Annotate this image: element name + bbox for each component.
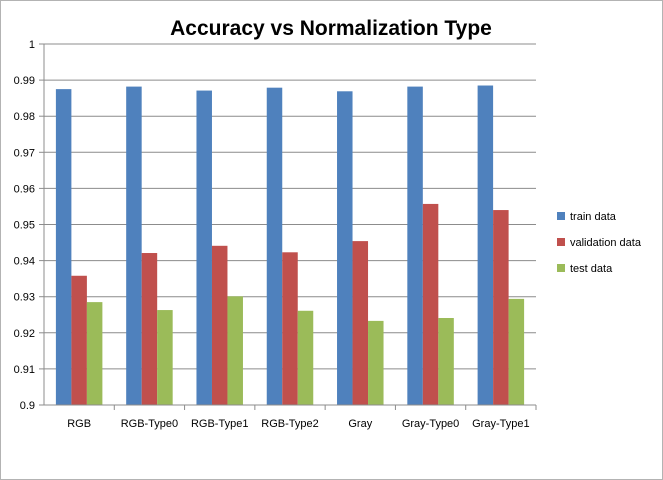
- bar-test-data: [297, 310, 314, 405]
- legend-swatch: [557, 212, 565, 220]
- bar-validation-data: [422, 203, 439, 405]
- bar-train-data: [337, 91, 353, 405]
- bar-test-data: [368, 320, 384, 405]
- bar-train-data: [196, 90, 212, 405]
- y-tick-label: 0.94: [14, 256, 35, 268]
- legend: train data validation data test data: [557, 211, 642, 275]
- x-tick-label: RGB-Type1: [191, 418, 248, 430]
- bar-train-data: [266, 87, 283, 405]
- axes: [43, 44, 537, 410]
- x-tick-label: RGB-Type2: [261, 418, 318, 430]
- bar-train-data: [55, 89, 72, 405]
- y-axis-tick-labels: 0.9 0.91 0.92 0.93 0.94 0.95 0.96 0.97 0.98 0.99 1: [14, 39, 35, 412]
- y-tick-label: 0.99: [14, 75, 35, 87]
- legend-entry: validation data: [570, 237, 642, 249]
- x-tick-label: RGB: [67, 418, 91, 430]
- bar-test-data: [227, 296, 243, 405]
- y-tick-label: 0.93: [14, 292, 35, 304]
- y-tick-label: 0.97: [14, 147, 35, 159]
- legend-swatch: [557, 264, 565, 272]
- bar-validation-data: [71, 275, 87, 405]
- bar-test-data: [438, 317, 454, 405]
- x-tick-label: Gray-Type0: [402, 418, 459, 430]
- y-tick-label: 0.98: [14, 111, 35, 123]
- bar-validation-data: [493, 210, 509, 405]
- bar-train-data: [126, 86, 142, 406]
- legend-swatch: [557, 238, 565, 246]
- y-tick-label: 0.9: [20, 400, 35, 412]
- y-tick-label: 1: [29, 39, 35, 51]
- bar-train-data: [407, 86, 423, 406]
- bar-validation-data: [282, 252, 298, 405]
- legend-entry: train data: [570, 211, 617, 223]
- bars: [55, 85, 525, 406]
- x-axis-tick-labels: RGB RGB-Type0 RGB-Type1 RGB-Type2 Gray Gray-T…: [67, 418, 529, 430]
- bar-test-data: [157, 310, 173, 405]
- x-tick-label: Gray: [348, 418, 372, 430]
- x-tick-label: Gray-Type1: [472, 418, 529, 430]
- bar-validation-data: [352, 241, 369, 405]
- y-tick-label: 0.95: [14, 220, 35, 232]
- bar-train-data: [477, 85, 494, 405]
- bar-validation-data: [141, 253, 158, 405]
- chart-title: Accuracy vs Normalization Type: [170, 17, 492, 40]
- y-tick-label: 0.96: [14, 183, 35, 195]
- bar-test-data: [508, 298, 525, 405]
- legend-entry: test data: [570, 263, 613, 275]
- bar-validation-data: [211, 245, 228, 405]
- bar-test-data: [86, 302, 103, 405]
- y-tick-label: 0.92: [14, 328, 35, 340]
- y-tick-label: 0.91: [14, 364, 35, 376]
- x-tick-label: RGB-Type0: [121, 418, 178, 430]
